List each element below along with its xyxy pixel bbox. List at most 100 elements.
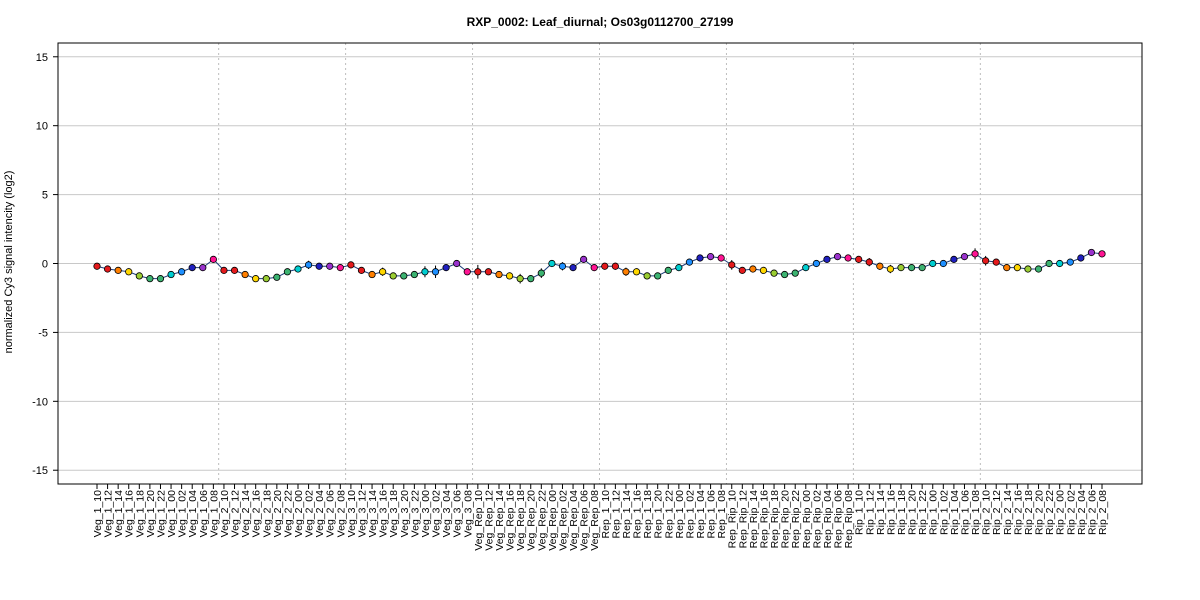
data-point: [336, 264, 344, 272]
x-tick-label: Rip_1_18: [896, 490, 908, 535]
x-tick-label: Veg_3_06: [452, 490, 464, 537]
x-tick-label: Rep_Rip_06: [833, 490, 845, 549]
x-tick-label: Rep_Rip_10: [727, 490, 739, 549]
data-point: [770, 269, 778, 277]
x-tick-label: Veg_Rep_06: [579, 490, 591, 551]
x-tick-label: Rep_Rip_14: [748, 490, 760, 549]
data-point: [876, 262, 884, 270]
data-point: [1045, 259, 1053, 268]
x-tick-label: Rip_2_06: [1086, 490, 1098, 535]
x-tick-label: Rip_2_10: [981, 490, 993, 535]
data-point: [601, 262, 609, 270]
data-point: [992, 258, 1000, 266]
x-tick-label: Veg_Rep_20: [526, 490, 538, 551]
x-tick-label: Veg_2_12: [230, 490, 242, 537]
data-point: [759, 266, 768, 274]
x-tick-label: Rep_Rip_22: [790, 490, 802, 549]
x-tick-label: Rip_1_20: [907, 490, 919, 535]
x-tick-label: Veg_1_06: [198, 490, 210, 537]
x-tick-label: Veg_Rep_10: [473, 490, 485, 551]
x-tick-label: Rip_1_10: [854, 490, 866, 535]
y-tick-label: 15: [36, 52, 48, 64]
data-point: [982, 257, 990, 265]
data-point: [1066, 258, 1074, 266]
data-point: [823, 255, 831, 263]
data-point: [304, 261, 313, 269]
data-point: [802, 264, 810, 272]
x-tick-label: Veg_1_00: [166, 490, 178, 537]
x-tick-label: Veg_Rep_22: [536, 490, 548, 551]
x-tick-label: Rep_1_20: [653, 490, 665, 539]
data-point: [685, 258, 694, 266]
data-point: [696, 254, 704, 262]
y-tick-label: 10: [36, 121, 48, 133]
data-point: [950, 255, 958, 263]
data-point: [347, 261, 355, 269]
data-point: [632, 268, 641, 276]
x-tick-label: Veg_2_04: [314, 490, 326, 537]
data-point: [389, 272, 397, 280]
x-tick-label: Rep_Rip_16: [758, 490, 770, 549]
x-tick-label: Rep_1_14: [621, 490, 633, 539]
x-tick-label: Veg_2_10: [219, 490, 231, 537]
data-point: [125, 268, 133, 276]
x-tick-label: Veg_1_02: [177, 490, 189, 537]
x-tick-label: Rep_1_06: [706, 490, 718, 539]
chart-title: RXP_0002: Leaf_diurnal; Os03g0112700_271…: [467, 15, 734, 29]
x-tick-label: Veg_1_04: [187, 490, 199, 537]
x-tick-label: Veg_1_08: [208, 490, 220, 537]
data-point: [590, 264, 598, 272]
data-point: [960, 253, 969, 261]
data-point: [230, 266, 239, 274]
x-tick-label: Rep_Rip_08: [843, 490, 855, 549]
y-axis: -15 -10 -5 0 5 10 15: [32, 52, 58, 477]
data-point: [357, 266, 366, 274]
data-point: [971, 250, 979, 258]
data-point: [135, 272, 143, 280]
x-tick-label: Rep_1_18: [642, 490, 654, 539]
x-tick-label: Veg_2_22: [282, 490, 294, 537]
data-point: [654, 272, 662, 280]
data-point: [548, 259, 556, 268]
data-point: [463, 268, 471, 276]
data-point: [1003, 264, 1011, 272]
x-tick-label: Rep_Rip_20: [780, 490, 792, 549]
x-tick-label: Veg_2_14: [240, 490, 252, 537]
data-point: [103, 265, 112, 273]
x-tick-label: Veg_3_20: [399, 490, 411, 537]
x-tick-label: Veg_3_00: [420, 490, 432, 537]
data-point: [516, 275, 524, 283]
x-tick-label: Rep_1_16: [632, 490, 644, 539]
data-point: [294, 265, 302, 273]
x-axis: Veg_1_10Veg_1_12Veg_1_14Veg_1_16Veg_1_18…: [92, 484, 1109, 551]
data-point: [611, 262, 619, 270]
data-point: [474, 268, 482, 276]
data-point: [675, 264, 683, 272]
data-point: [146, 275, 154, 283]
x-tick-label: Rip_1_12: [864, 490, 876, 535]
x-tick-label: Veg_2_06: [325, 490, 337, 537]
data-point: [643, 272, 651, 280]
data-point: [527, 275, 535, 283]
data-point: [241, 270, 249, 279]
data-point: [410, 270, 418, 279]
x-tick-label: Veg_1_20: [145, 490, 157, 537]
y-tick-label: 5: [42, 190, 48, 202]
x-tick-label: Rip_1_16: [885, 490, 897, 535]
data-point: [1087, 248, 1096, 257]
data-point: [939, 259, 947, 268]
data-point: [622, 268, 630, 276]
x-tick-label: Rip_1_00: [928, 490, 940, 535]
x-tick-label: Veg_2_00: [293, 490, 305, 537]
data-point: [453, 259, 461, 268]
data-point: [379, 268, 387, 276]
data-point: [1013, 264, 1021, 272]
data-point: [833, 253, 842, 261]
x-tick-label: Veg_3_12: [356, 490, 368, 537]
x-tick-label: Veg_1_18: [134, 490, 146, 537]
data-point: [283, 268, 292, 276]
data-point: [199, 264, 207, 272]
data-point: [484, 268, 493, 276]
x-tick-label: Veg_1_12: [103, 490, 115, 537]
